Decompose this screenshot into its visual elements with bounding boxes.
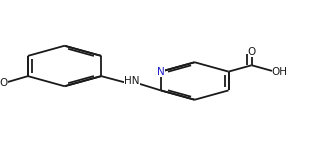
Text: OH: OH — [272, 67, 288, 77]
Text: N: N — [157, 67, 164, 77]
Text: O: O — [247, 47, 256, 57]
Text: O: O — [0, 78, 8, 88]
Text: HN: HN — [124, 76, 140, 86]
